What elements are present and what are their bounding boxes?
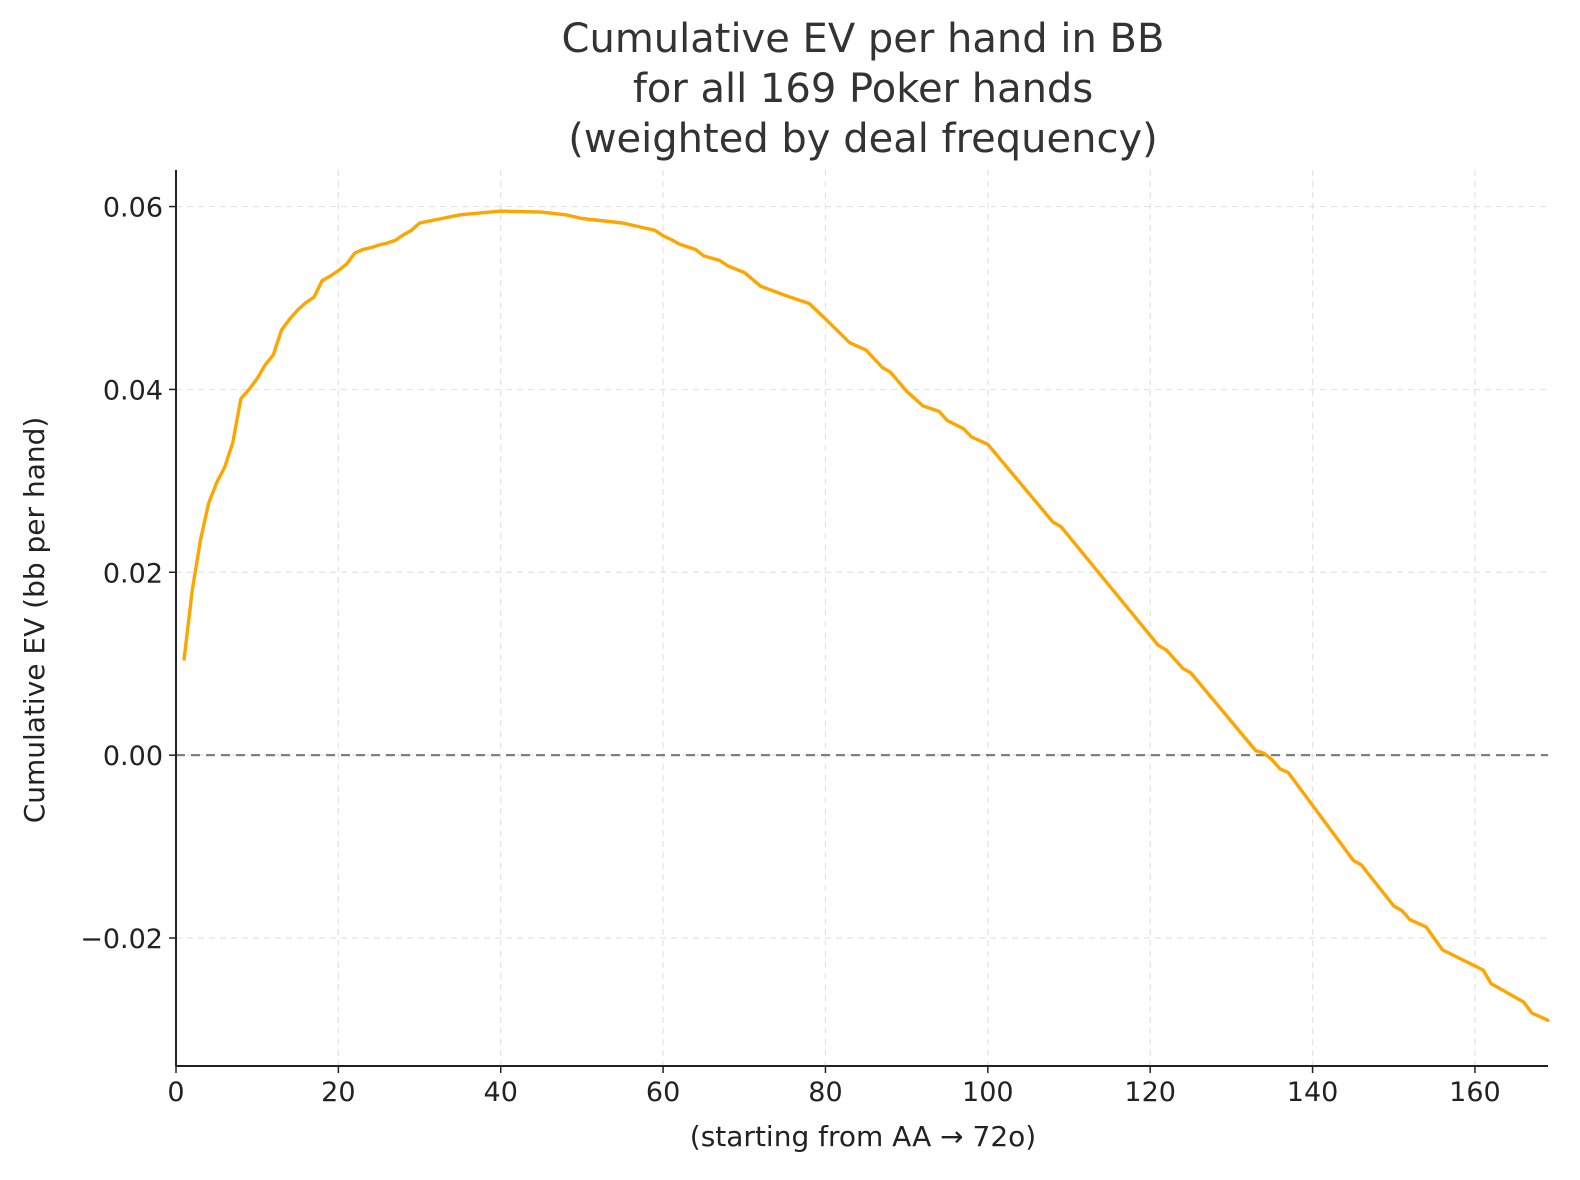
- x-tick-label: 160: [1449, 1077, 1501, 1108]
- x-axis-label: (starting from AA → 72o): [690, 1120, 1036, 1153]
- x-tick-label: 140: [1287, 1077, 1339, 1108]
- series-line: [182, 209, 1550, 1022]
- x-axis-ticks: 0 20 40 60 80 100 120 140 160: [167, 1066, 1501, 1108]
- series-group: [182, 209, 1550, 1022]
- x-tick-label: 80: [808, 1077, 842, 1108]
- x-tick-label: 0: [167, 1077, 184, 1108]
- y-axis-label: Cumulative EV (bb per hand): [18, 417, 51, 824]
- chart-title-line-2: for all 169 Poker hands: [633, 66, 1093, 112]
- grid: [176, 170, 1548, 1066]
- x-tick-label: 60: [646, 1077, 680, 1108]
- y-tick-label: 0.06: [103, 193, 163, 224]
- axes: [175, 170, 1548, 1067]
- y-tick-label: 0.02: [103, 558, 163, 589]
- x-tick-label: 20: [321, 1077, 355, 1108]
- y-axis-ticks: −0.02 0.00 0.02 0.04 0.06: [80, 193, 176, 955]
- x-tick-label: 40: [484, 1077, 518, 1108]
- chart-title-line-3: (weighted by deal frequency): [568, 116, 1158, 162]
- chart-title-line-1: Cumulative EV per hand in BB: [562, 16, 1165, 62]
- x-tick-label: 120: [1124, 1077, 1176, 1108]
- y-tick-label: −0.02: [80, 924, 163, 955]
- x-tick-label: 100: [962, 1077, 1014, 1108]
- y-tick-label: 0.00: [103, 741, 163, 772]
- y-tick-label: 0.04: [103, 375, 163, 406]
